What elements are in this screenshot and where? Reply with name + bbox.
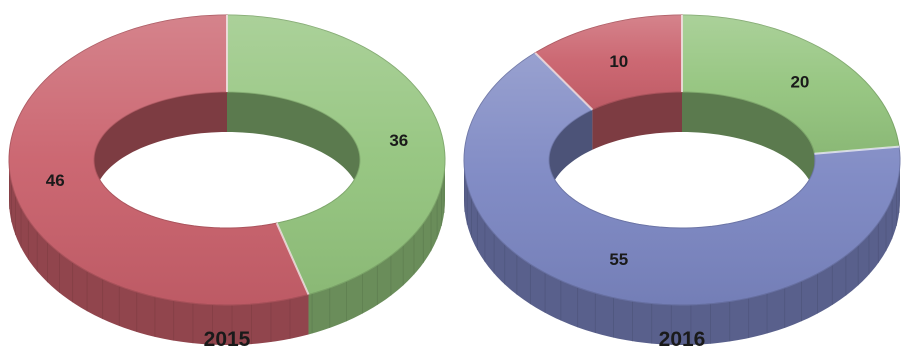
inner-wall-46 — [94, 92, 227, 200]
outer-wall-36 — [308, 160, 445, 335]
inner-wall-10 — [592, 92, 682, 150]
chart-title: 2015 — [204, 328, 251, 351]
donut-chart-2016-svg: 20 55 10 2016 — [463, 14, 901, 351]
slice-value-label: 10 — [609, 52, 628, 71]
slice-value-label: 46 — [46, 171, 65, 190]
slice-value-label: 36 — [389, 131, 408, 150]
outer-wall-55 — [464, 160, 900, 345]
inner-wall-20 — [682, 92, 815, 194]
donut-top-faces — [8, 14, 446, 306]
chart-title: 2016 — [659, 328, 706, 351]
donut-walls — [464, 92, 900, 345]
donut-top-faces — [463, 14, 901, 306]
outer-wall-46 — [9, 160, 309, 345]
donut-chart-2015-svg: 36 46 2015 — [8, 14, 446, 351]
donut-chart-2015: 36 46 2015 — [0, 0, 454, 358]
slice-value-label: 20 — [790, 73, 809, 92]
slice-value-label: 55 — [609, 250, 628, 269]
inner-wall-36 — [227, 92, 360, 200]
inner-wall-55 — [549, 109, 593, 200]
donut-walls — [9, 92, 445, 345]
donut-chart-2016: 20 55 10 2016 — [455, 0, 909, 358]
